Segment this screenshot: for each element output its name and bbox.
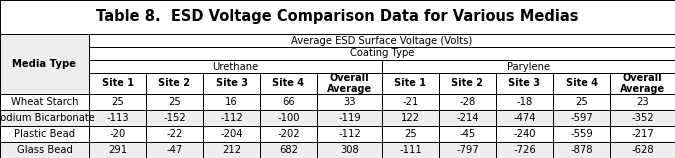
Text: 23: 23 <box>636 97 649 107</box>
Text: -726: -726 <box>513 145 536 155</box>
Text: -214: -214 <box>456 113 479 123</box>
Text: -474: -474 <box>513 113 536 123</box>
Bar <box>496 73 553 94</box>
Bar <box>0 94 675 110</box>
Text: Site 1: Site 1 <box>394 79 427 88</box>
Text: 25: 25 <box>575 97 588 107</box>
Text: -152: -152 <box>163 113 186 123</box>
Text: Parylene: Parylene <box>507 61 550 72</box>
Text: -119: -119 <box>338 113 361 123</box>
Text: Site 3: Site 3 <box>215 79 248 88</box>
Bar <box>0 34 89 94</box>
Bar <box>439 73 496 94</box>
Text: Site 2: Site 2 <box>452 79 483 88</box>
Text: 291: 291 <box>108 145 127 155</box>
Bar <box>89 60 382 73</box>
Bar <box>203 73 260 94</box>
Text: -112: -112 <box>338 129 361 139</box>
Text: -28: -28 <box>460 97 476 107</box>
Text: Glass Bead: Glass Bead <box>17 145 72 155</box>
Text: -22: -22 <box>166 129 183 139</box>
Text: Site 4: Site 4 <box>273 79 304 88</box>
Bar <box>0 126 675 142</box>
Text: -202: -202 <box>277 129 300 139</box>
Text: -111: -111 <box>399 145 422 155</box>
Text: -113: -113 <box>106 113 129 123</box>
Bar <box>89 34 675 47</box>
Bar <box>382 73 439 94</box>
Text: Urethane: Urethane <box>213 61 259 72</box>
Bar <box>553 73 610 94</box>
Text: -20: -20 <box>109 129 126 139</box>
Text: Site 3: Site 3 <box>508 79 541 88</box>
Bar <box>0 0 675 34</box>
Text: Average ESD Surface Voltage (Volts): Average ESD Surface Voltage (Volts) <box>292 36 472 46</box>
Text: -100: -100 <box>277 113 300 123</box>
Text: -45: -45 <box>460 129 476 139</box>
Text: 25: 25 <box>111 97 124 107</box>
Text: 16: 16 <box>225 97 238 107</box>
Text: Site 4: Site 4 <box>566 79 597 88</box>
Text: -878: -878 <box>570 145 593 155</box>
Bar <box>317 73 382 94</box>
Bar <box>89 73 146 94</box>
Text: -112: -112 <box>220 113 243 123</box>
Text: Wheat Starch: Wheat Starch <box>11 97 78 107</box>
Bar <box>0 110 675 126</box>
Text: 66: 66 <box>282 97 295 107</box>
Text: 25: 25 <box>168 97 181 107</box>
Text: -628: -628 <box>631 145 654 155</box>
Bar <box>610 73 675 94</box>
Bar <box>382 60 675 73</box>
Text: Plastic Bead: Plastic Bead <box>14 129 75 139</box>
Text: 308: 308 <box>340 145 359 155</box>
Text: -559: -559 <box>570 129 593 139</box>
Text: -352: -352 <box>631 113 654 123</box>
Text: Media Type: Media Type <box>13 59 76 69</box>
Text: -18: -18 <box>516 97 533 107</box>
Text: -597: -597 <box>570 113 593 123</box>
Bar <box>260 73 317 94</box>
Text: 682: 682 <box>279 145 298 155</box>
Text: Table 8.  ESD Voltage Comparison Data for Various Medias: Table 8. ESD Voltage Comparison Data for… <box>97 9 578 24</box>
Bar <box>0 142 675 158</box>
Text: 212: 212 <box>222 145 241 155</box>
Bar <box>89 47 675 60</box>
Text: Sodium Bicarbonate: Sodium Bicarbonate <box>0 113 95 123</box>
Text: 122: 122 <box>401 113 420 123</box>
Text: Site 1: Site 1 <box>101 79 134 88</box>
Text: -47: -47 <box>166 145 183 155</box>
Text: Overall
Average: Overall Average <box>620 73 665 94</box>
Text: -204: -204 <box>220 129 243 139</box>
Text: -240: -240 <box>513 129 536 139</box>
Text: -217: -217 <box>631 129 654 139</box>
Text: 33: 33 <box>344 97 356 107</box>
Text: Overall
Average: Overall Average <box>327 73 372 94</box>
Text: Site 2: Site 2 <box>159 79 190 88</box>
Text: 25: 25 <box>404 129 417 139</box>
Bar <box>146 73 203 94</box>
Text: -21: -21 <box>402 97 418 107</box>
Text: Coating Type: Coating Type <box>350 49 414 58</box>
Text: -797: -797 <box>456 145 479 155</box>
